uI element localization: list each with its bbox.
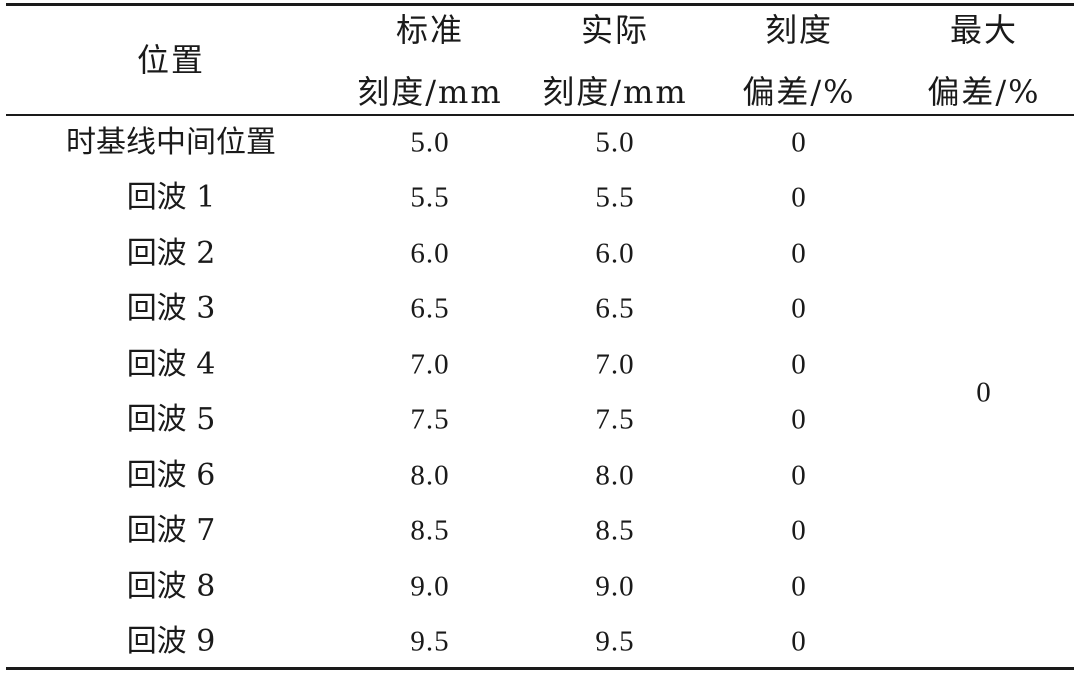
row-standard: 5.0 (410, 126, 450, 159)
row-actual: 5.5 (595, 181, 635, 214)
row-position: 回波 6 (126, 458, 216, 493)
row-actual: 8.0 (595, 459, 635, 492)
header-deviation-line1: 刻度 (764, 11, 834, 49)
row-position: 回波 5 (126, 402, 216, 437)
header-standard-line2: 刻度/mm (357, 73, 503, 111)
row-standard: 6.5 (410, 292, 450, 325)
row-position: 回波 1 (126, 180, 216, 215)
row-standard: 8.5 (410, 514, 450, 547)
row-actual: 7.0 (595, 348, 635, 381)
calibration-table: 位置 标准 刻度/mm 实际 刻度/mm 刻度 偏差/% 最大 偏差/% 时基线… (6, 0, 1074, 675)
row-actual: 9.0 (595, 570, 635, 603)
row-position: 回波 7 (126, 513, 216, 548)
row-standard: 8.0 (410, 459, 450, 492)
row-standard: 7.0 (410, 348, 450, 381)
header-max-line2: 偏差/% (927, 73, 1041, 111)
max-deviation-value: 0 (976, 376, 992, 409)
row-actual: 6.0 (595, 237, 635, 270)
row-position: 时基线中间位置 (66, 125, 276, 160)
row-deviation: 0 (791, 459, 807, 492)
row-actual: 6.5 (595, 292, 635, 325)
row-standard: 9.5 (410, 625, 450, 658)
row-actual: 8.5 (595, 514, 635, 547)
header-deviation-line2: 偏差/% (742, 73, 856, 111)
row-deviation: 0 (791, 570, 807, 603)
row-actual: 5.0 (595, 126, 635, 159)
row-standard: 6.0 (410, 237, 450, 270)
row-deviation: 0 (791, 348, 807, 381)
header-standard-line1: 标准 (395, 11, 465, 49)
row-position: 回波 3 (126, 291, 216, 326)
row-deviation: 0 (791, 126, 807, 159)
table-top-rule (6, 3, 1074, 6)
row-deviation: 0 (791, 292, 807, 325)
row-standard: 7.5 (410, 403, 450, 436)
row-deviation: 0 (791, 237, 807, 270)
row-position: 回波 8 (126, 569, 216, 604)
row-actual: 9.5 (595, 625, 635, 658)
row-deviation: 0 (791, 403, 807, 436)
row-deviation: 0 (791, 625, 807, 658)
header-max-line1: 最大 (949, 11, 1019, 49)
row-standard: 9.0 (410, 570, 450, 603)
table-bottom-rule (6, 667, 1074, 670)
row-position: 回波 9 (126, 624, 216, 659)
header-actual-line1: 实际 (580, 11, 650, 49)
row-standard: 5.5 (410, 181, 450, 214)
row-actual: 7.5 (595, 403, 635, 436)
row-deviation: 0 (791, 514, 807, 547)
row-deviation: 0 (791, 181, 807, 214)
header-actual-line2: 刻度/mm (542, 73, 688, 111)
row-position: 回波 4 (126, 347, 216, 382)
row-position: 回波 2 (126, 236, 216, 271)
table-header-rule (6, 114, 1074, 116)
header-position: 位置 (136, 41, 206, 79)
